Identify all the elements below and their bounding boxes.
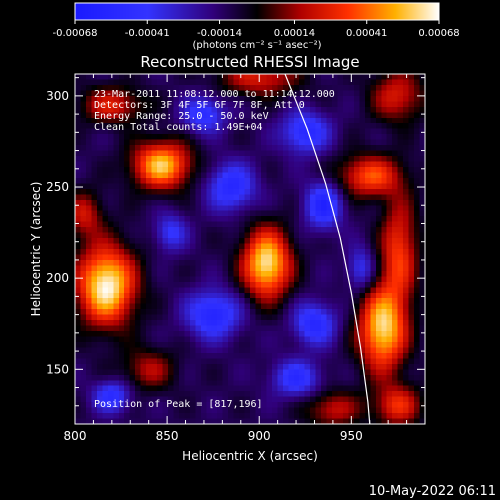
plot-frame (74, 73, 426, 425)
colorbar-tick-label: -0.00068 (53, 28, 98, 39)
x-axis-label: Heliocentric X (arcsec) (182, 449, 318, 463)
colorbar-tick-label: -0.00014 (197, 28, 242, 39)
annotation-detectors: Detectors: 3F 4F 5F 6F 7F 8F, Att 0 (94, 100, 305, 111)
colorbar-tick-label: -0.00041 (125, 28, 170, 39)
colorbar-unit-label: (photons cm⁻² s⁻¹ asec⁻²) (192, 40, 321, 51)
y-tick-label: 200 (46, 271, 69, 285)
colorbar (75, 3, 439, 20)
x-axis: 800 850 900 950 (64, 74, 408, 443)
solar-limb-line (284, 74, 371, 424)
annotation-energy-range: Energy Range: 25.0 - 50.0 keV (94, 111, 269, 122)
footer-timestamp: 10-May-2022 06:11 (369, 484, 496, 499)
y-tick-label: 300 (46, 89, 69, 103)
annotation-time-range: 23-Mar-2011 11:08:12.000 to 11:14:12.000 (94, 89, 335, 100)
peak-position-label: Position of Peak = [817,196] (94, 399, 263, 410)
colorbar-tick-label: 0.00014 (274, 28, 315, 39)
colorbar-tick-label: 0.00041 (346, 28, 387, 39)
heatmap-image (75, 74, 425, 424)
annotation-total-counts: Clean Total counts: 1.49E+04 (94, 122, 263, 133)
x-tick-label: 950 (340, 429, 363, 443)
y-axis: 150 200 250 300 (46, 77, 425, 407)
y-tick-label: 250 (46, 180, 69, 194)
x-tick-label: 800 (64, 429, 87, 443)
y-tick-label: 150 (46, 362, 69, 376)
colorbar-tick-label: 0.00068 (418, 28, 459, 39)
x-tick-label: 900 (248, 429, 271, 443)
plot-area (75, 74, 425, 424)
colorbar-frame (74, 2, 440, 21)
x-tick-label: 850 (156, 429, 179, 443)
chart-title: Reconstructed RHESSI Image (140, 53, 359, 71)
colorbar-ticks: -0.00068 -0.00041 -0.00014 0.00014 0.00041 0.… (53, 20, 460, 39)
y-axis-label: Heliocentric Y (arcsec) (29, 182, 43, 317)
